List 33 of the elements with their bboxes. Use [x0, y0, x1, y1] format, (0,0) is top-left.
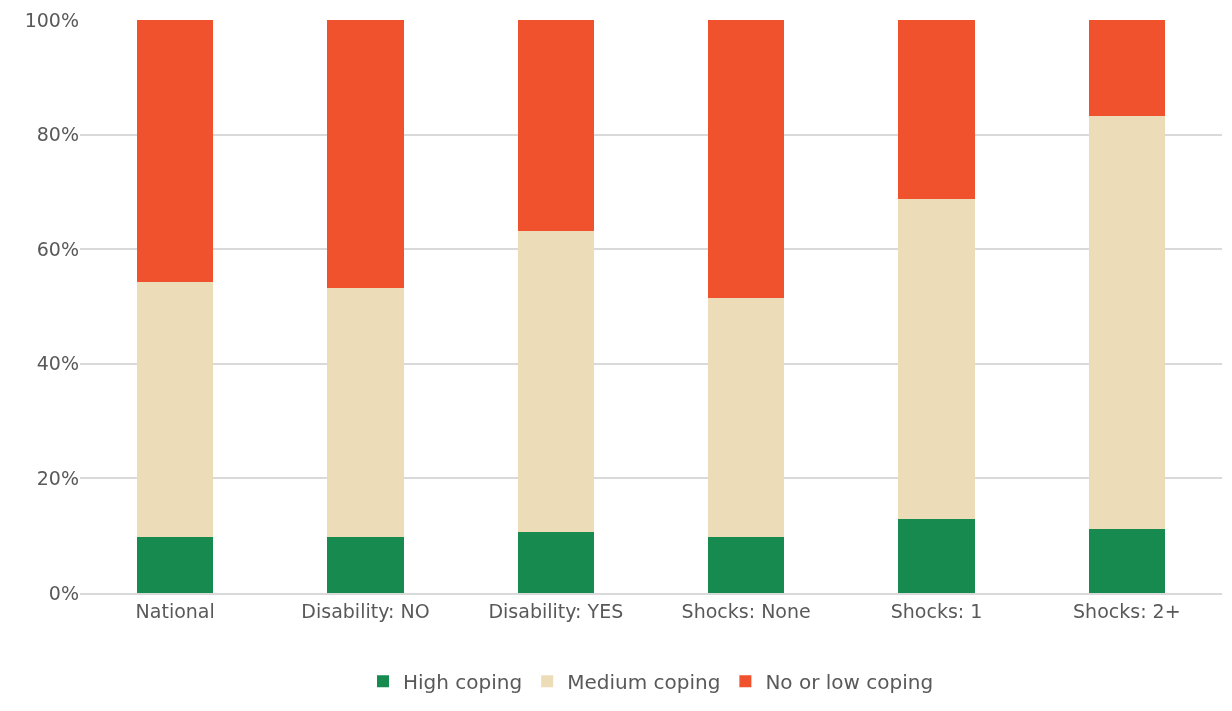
y-tick-label: 80%: [36, 123, 79, 146]
y-tick-label: 20%: [36, 467, 79, 490]
bar: [898, 518, 975, 593]
y-tick-label: 100%: [24, 8, 79, 31]
legend-label: No or low coping: [765, 670, 934, 695]
bar: [137, 537, 214, 593]
x-tick-label: Disability: YES: [488, 599, 624, 622]
legend-label: High coping: [403, 670, 523, 695]
bar: [327, 537, 404, 593]
bar: [898, 199, 975, 519]
bar: [1088, 116, 1165, 529]
bar: [898, 20, 975, 200]
y-tick-label: 0%: [48, 581, 79, 604]
bar: [708, 20, 785, 298]
x-tick-label: Shocks: 2+: [1073, 599, 1181, 622]
bar: [517, 230, 594, 532]
y-tick-label: 40%: [36, 352, 79, 375]
x-tick-label: Shocks: 1: [890, 599, 983, 622]
bar: [327, 20, 404, 289]
x-tick-label: Disability: NO: [301, 599, 430, 622]
x-tick-label: Shocks: None: [681, 599, 811, 622]
y-tick-label: 60%: [36, 237, 79, 260]
bar: [1088, 528, 1165, 593]
legend-label: Medium coping: [567, 670, 721, 695]
x-tick-label: National: [135, 599, 215, 622]
bar: [327, 288, 404, 538]
bar: [517, 20, 594, 231]
bar: [517, 531, 594, 593]
bar: [137, 282, 214, 538]
bar: [1088, 20, 1165, 117]
bar: [137, 20, 214, 283]
bar: [708, 297, 785, 538]
bar: [708, 537, 785, 593]
